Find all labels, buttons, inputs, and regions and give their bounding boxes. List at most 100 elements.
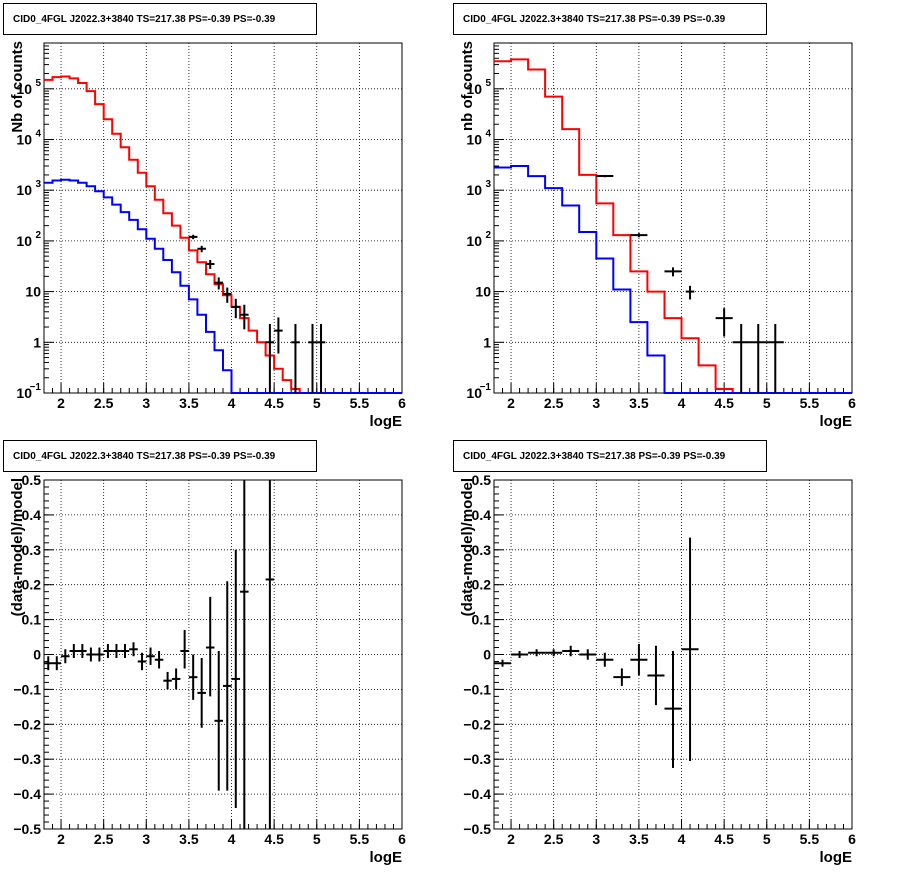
chart-title: CID0_4FGL J2022.3+3840 TS=217.38 PS=-0.3… <box>463 451 726 462</box>
x-tick-label: 2.5 <box>544 395 564 411</box>
data-point <box>562 645 580 657</box>
data-point <box>732 323 750 393</box>
title-box <box>3 440 317 472</box>
data-point <box>188 654 198 700</box>
data-point <box>214 277 223 290</box>
panel-residual_right: 2 2.5 3 3.5 4 4.5 5 5.5 6 −0.5 −0.4 −0.3 −0.2 −0.1 0 0.… <box>453 440 856 866</box>
y-tick-label: −0.1 <box>13 681 41 697</box>
y-tick-label: 0.4 <box>472 507 492 523</box>
y-tick-label: 0.5 <box>22 472 42 488</box>
data-point <box>180 630 189 669</box>
x-tick-label: 5.5 <box>350 395 370 411</box>
data-point <box>205 259 215 269</box>
data-point <box>44 656 53 671</box>
y-tick-exponent: 5 <box>485 78 491 89</box>
data-point <box>274 317 283 354</box>
plot-frame <box>43 42 403 394</box>
y-tick-exponent: 4 <box>35 128 41 139</box>
x-tick-label: 5 <box>313 395 321 411</box>
data-point <box>69 644 79 658</box>
y-tick-label: −0.3 <box>13 751 41 767</box>
data-point <box>511 651 529 658</box>
y-tick-label: −0.5 <box>463 821 491 837</box>
y-tick-exponent: 3 <box>35 179 41 190</box>
data-point <box>223 287 232 303</box>
title-box <box>453 440 767 472</box>
x-tick-label: 2 <box>507 831 515 847</box>
data-point <box>120 644 130 658</box>
x-tick-label: 6 <box>398 831 406 847</box>
data-point <box>240 304 249 330</box>
x-tick-label: 3.5 <box>629 831 649 847</box>
chart-title: CID0_4FGL J2022.3+3840 TS=217.38 PS=-0.3… <box>13 451 276 462</box>
y-tick-label: 0.5 <box>472 472 492 488</box>
x-tick-label: 2 <box>57 831 65 847</box>
data-point <box>197 245 206 253</box>
data-point <box>766 323 784 393</box>
data-point <box>596 174 614 178</box>
y-axis-label: (data-model)/model <box>9 478 26 616</box>
y-tick-exponent: 3 <box>485 179 491 190</box>
data-point <box>528 649 546 657</box>
data-point <box>112 644 121 658</box>
x-tick-label: 2 <box>57 395 65 411</box>
data-point <box>630 644 648 676</box>
x-tick-label: 3 <box>592 395 600 411</box>
x-tick-label: 5.5 <box>800 831 820 847</box>
data-point <box>308 323 317 393</box>
data-point <box>613 668 631 686</box>
x-tick-label: 4 <box>228 831 236 847</box>
title-box <box>453 3 767 35</box>
data-point <box>214 651 223 791</box>
data-point <box>596 652 614 667</box>
y-tick-label: 0 <box>33 647 41 663</box>
data-point <box>223 581 232 791</box>
y-tick-exponent: −1 <box>30 382 42 393</box>
panel-residual_left: 2 2.5 3 3.5 4 4.5 5 5.5 6 −0.5 −0.4 −0.3 −0.2 −0.1 0 0.… <box>3 440 406 866</box>
y-tick-label: 10 <box>16 385 32 401</box>
data-point <box>265 323 275 393</box>
data-point <box>630 233 648 238</box>
y-tick-label: 10 <box>16 233 32 249</box>
chart-title: CID0_4FGL J2022.3+3840 TS=217.38 PS=-0.3… <box>13 14 276 25</box>
x-tick-label: 2.5 <box>94 831 114 847</box>
y-tick-exponent: 4 <box>485 128 491 139</box>
data-point <box>316 323 326 393</box>
y-tick-label: 10 <box>475 284 491 300</box>
x-tick-label: 2.5 <box>544 831 564 847</box>
y-tick-label: −0.2 <box>13 716 41 732</box>
plot-frame <box>493 42 853 394</box>
y-tick-label: −0.1 <box>463 681 491 697</box>
data-point <box>715 308 733 337</box>
chart-title: CID0_4FGL J2022.3+3840 TS=217.38 PS=-0.3… <box>463 14 726 25</box>
data-point <box>545 649 563 657</box>
data-point <box>291 323 300 393</box>
data-point <box>171 668 181 690</box>
x-axis-label: logE <box>820 849 853 866</box>
x-tick-label: 3 <box>592 831 600 847</box>
data-point <box>61 649 70 664</box>
y-tick-label: 10 <box>466 385 482 401</box>
data-point <box>205 596 215 697</box>
y-tick-label: 0 <box>483 647 491 663</box>
title-box <box>3 3 317 35</box>
x-tick-label: 4 <box>678 395 686 411</box>
y-tick-label: 0.2 <box>472 577 492 593</box>
y-tick-label: 10 <box>466 81 482 97</box>
x-tick-label: 4.5 <box>264 831 284 847</box>
y-tick-label: 10 <box>466 182 482 198</box>
x-tick-label: 6 <box>398 395 406 411</box>
x-tick-label: 5 <box>313 831 321 847</box>
y-tick-label: 10 <box>466 233 482 249</box>
x-tick-label: 3 <box>142 395 150 411</box>
y-tick-label: 0.1 <box>472 612 492 628</box>
y-tick-label: 10 <box>25 284 41 300</box>
data-point <box>103 644 113 658</box>
data-point <box>86 647 96 662</box>
data-point <box>154 651 164 669</box>
data-point <box>681 537 699 761</box>
y-tick-label: 0.1 <box>22 612 42 628</box>
y-tick-label: 0.3 <box>22 542 42 558</box>
x-tick-label: 4 <box>228 395 236 411</box>
